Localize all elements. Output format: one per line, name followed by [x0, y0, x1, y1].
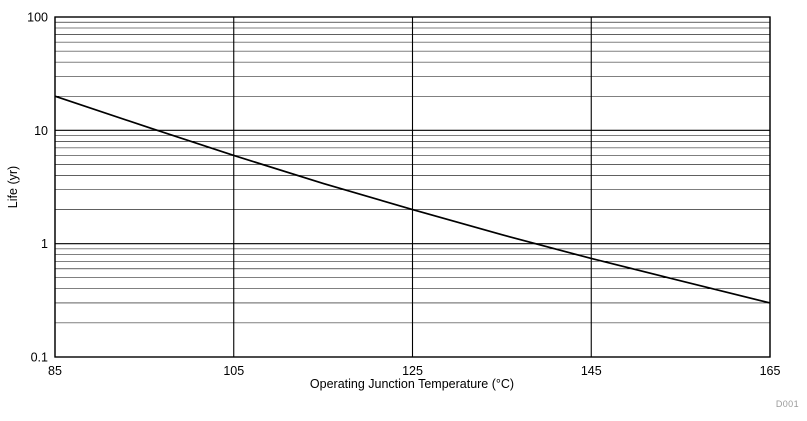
plot-frame	[54, 16, 771, 358]
x-tick-label: 165	[760, 364, 781, 378]
y-tick-label: 100	[27, 11, 48, 25]
y-tick-label: 0.1	[31, 351, 48, 365]
y-tick-label: 1	[41, 237, 48, 251]
figure-id-watermark: D001	[775, 399, 799, 409]
x-tick-label: 105	[223, 364, 244, 378]
series-line-life	[54, 95, 771, 304]
x-tick-label: 125	[402, 364, 423, 378]
x-tick-label: 145	[581, 364, 602, 378]
x-axis-title: Operating Junction Temperature (°C)	[309, 377, 515, 391]
y-axis-title: Life (yr)	[6, 165, 20, 209]
x-tick-label: 85	[48, 364, 62, 378]
y-tick-label: 10	[34, 124, 48, 138]
